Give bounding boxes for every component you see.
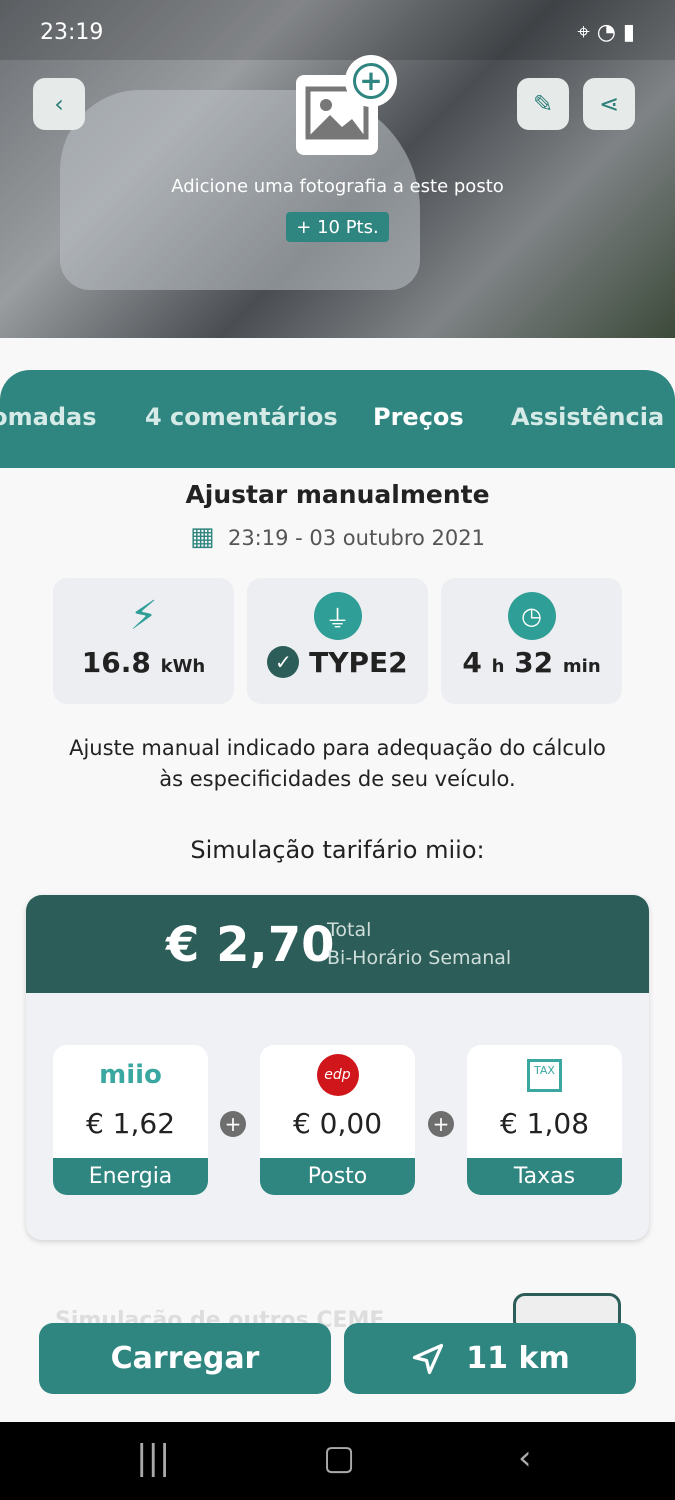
plus-icon: + bbox=[220, 1111, 246, 1137]
edp-logo: edp bbox=[260, 1045, 415, 1105]
simulation-title: Simulação tarifário miio: bbox=[190, 836, 485, 864]
back-button[interactable]: ‹ bbox=[33, 78, 85, 130]
station-label: Posto bbox=[260, 1158, 415, 1195]
status-time: 23:19 bbox=[40, 20, 104, 45]
energy-cost-card: miio € 1,62 Energia bbox=[53, 1045, 208, 1195]
plug-icon: ⏚ bbox=[313, 592, 362, 640]
total-amount: € 2,70 bbox=[166, 917, 335, 973]
station-photo-header: 23:19 ⌖ ◔ ▮ ‹ ✎ ⋖ + Adicione uma fotogra… bbox=[0, 0, 675, 338]
energy-unit: kWh bbox=[160, 656, 206, 677]
android-nav-bar: ||| ▢ ‹ bbox=[0, 1422, 675, 1500]
status-icons: ⌖ ◔ ▮ bbox=[577, 20, 635, 45]
distance-label: 11 km bbox=[466, 1341, 570, 1376]
check-icon: ✓ bbox=[267, 646, 300, 678]
tariff-name: Bi-Horário Semanal bbox=[327, 947, 512, 969]
pencil-icon: ✎ bbox=[532, 90, 554, 118]
connector-stat[interactable]: ⏚ ✓ TYPE2 bbox=[247, 578, 428, 704]
station-cost-card: edp € 0,00 Posto bbox=[260, 1045, 415, 1195]
total-label: Total bbox=[327, 919, 372, 941]
chevron-left-icon: ‹ bbox=[54, 90, 64, 118]
miio-logo: miio bbox=[99, 1060, 162, 1090]
back-nav-icon[interactable]: ‹ bbox=[518, 1438, 532, 1478]
station-cost: € 0,00 bbox=[292, 1107, 383, 1140]
home-icon[interactable]: ▢ bbox=[323, 1438, 356, 1478]
share-icon: ⋖ bbox=[598, 90, 620, 118]
hours-unit: h bbox=[491, 656, 505, 677]
charge-button[interactable]: Carregar bbox=[39, 1323, 331, 1394]
add-photo-text[interactable]: Adicione uma fotografia a este posto bbox=[171, 176, 504, 197]
simulation-card: € 2,70 Total Bi-Horário Semanal miio € 1… bbox=[26, 895, 649, 1240]
tab-precos[interactable]: Preços bbox=[373, 403, 464, 431]
duration-hours: 4 bbox=[462, 646, 482, 679]
manual-title: Ajustar manualmente bbox=[185, 480, 490, 509]
datetime-row[interactable]: ▦ 23:19 - 03 outubro 2021 bbox=[0, 522, 675, 552]
manual-note: Ajuste manual indicado para adequação do… bbox=[69, 736, 606, 791]
duration-minutes: 32 bbox=[514, 646, 554, 679]
charge-label: Carregar bbox=[110, 1341, 260, 1376]
tax-document-icon: TAX bbox=[467, 1045, 622, 1105]
lightning-icon: ⚡ bbox=[129, 593, 158, 639]
minutes-unit: min bbox=[562, 656, 601, 677]
add-photo-plus-icon[interactable]: + bbox=[345, 55, 397, 107]
energy-value: 16.8 bbox=[81, 646, 151, 679]
tab-bar: Tomadas 4 comentários Preços Assistência bbox=[0, 370, 675, 468]
connector-type: TYPE2 bbox=[309, 646, 408, 679]
tab-comentarios[interactable]: 4 comentários bbox=[145, 403, 338, 431]
duration-stat[interactable]: ◷ 4 h 32 min bbox=[441, 578, 622, 704]
navigate-button[interactable]: 11 km bbox=[344, 1323, 636, 1394]
clock-icon: ◷ bbox=[507, 592, 556, 640]
share-button[interactable]: ⋖ bbox=[583, 78, 635, 130]
energy-label: Energia bbox=[53, 1158, 208, 1195]
energy-stat[interactable]: ⚡ 16.8 kWh bbox=[53, 578, 234, 704]
edit-button[interactable]: ✎ bbox=[517, 78, 569, 130]
datetime-value: 23:19 - 03 outubro 2021 bbox=[227, 526, 485, 550]
tab-assistencia[interactable]: Assistência bbox=[511, 403, 665, 431]
energy-cost: € 1,62 bbox=[85, 1107, 176, 1140]
taxes-label: Taxas bbox=[467, 1158, 622, 1195]
taxes-cost: € 1,08 bbox=[499, 1107, 590, 1140]
taxes-cost-card: TAX € 1,08 Taxas bbox=[467, 1045, 622, 1195]
tab-tomadas[interactable]: Tomadas bbox=[0, 403, 97, 431]
navigation-arrow-icon bbox=[413, 1343, 444, 1374]
calendar-icon: ▦ bbox=[190, 522, 215, 552]
plus-icon: + bbox=[428, 1111, 454, 1137]
points-badge: + 10 Pts. bbox=[286, 212, 389, 242]
status-bar: 23:19 ⌖ ◔ ▮ bbox=[0, 0, 675, 60]
recent-apps-icon[interactable]: ||| bbox=[136, 1438, 171, 1478]
simulation-total-header: € 2,70 Total Bi-Horário Semanal bbox=[26, 895, 649, 993]
